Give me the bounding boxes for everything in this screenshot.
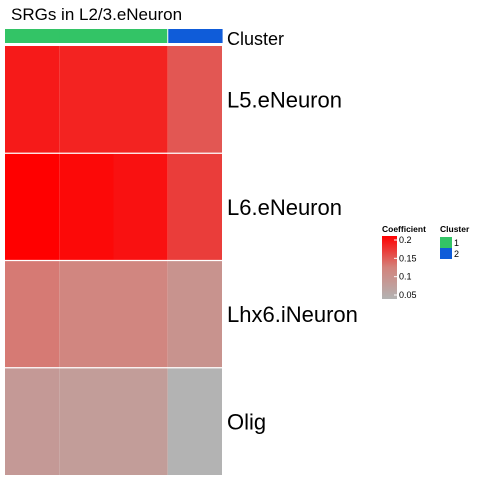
heatmap-cell (5, 367, 60, 475)
cluster-legend-swatch (440, 237, 452, 248)
heatmap-cell (113, 46, 168, 154)
coefficient-tick-label: 0.15 (399, 253, 417, 263)
row-label: Lhx6.iNeuron (227, 302, 358, 327)
chart-title: SRGs in L2/3.eNeuron (11, 5, 182, 24)
cluster-legend-label: 1 (454, 238, 459, 248)
heatmap-cell (5, 46, 60, 154)
cluster-annotation-cell (5, 29, 60, 43)
cluster-legend-title: Cluster (440, 224, 470, 234)
coefficient-tick-label: 0.1 (399, 272, 412, 282)
cluster-annotation-cell (167, 29, 223, 43)
cluster-legend-swatch (440, 248, 452, 259)
heatmap-cell (167, 367, 222, 475)
cluster-annotation-cell (59, 29, 115, 43)
row-label: L5.eNeuron (227, 88, 342, 113)
heatmap-cell (167, 46, 222, 154)
coefficient-tick-label: 0.2 (399, 235, 412, 245)
heatmap-cell (113, 153, 168, 261)
cluster-legend-entries: 12 (440, 237, 459, 259)
coefficient-legend: Coefficient 0.2 0.15 0.1 0.05 (382, 224, 426, 300)
heatmap-cell (113, 367, 168, 475)
heatmap-cell (167, 153, 222, 261)
heatmap-cell (5, 260, 60, 368)
heatmap-cell (5, 153, 60, 261)
heatmap-cells (5, 29, 222, 475)
row-labels: L5.eNeuron L6.eNeuron Lhx6.iNeuron Olig (227, 88, 358, 435)
heatmap-cell (113, 260, 168, 368)
row-label: L6.eNeuron (227, 195, 342, 220)
heatmap-cell (59, 153, 114, 261)
row-label: Olig (227, 409, 266, 434)
coefficient-ticks: 0.2 0.15 0.1 0.05 (394, 235, 417, 300)
coefficient-color-bar (382, 236, 397, 299)
coefficient-tick-label: 0.05 (399, 290, 417, 300)
cluster-legend-label: 2 (454, 249, 459, 259)
cluster-annotation-bar (5, 29, 223, 43)
heatmap-cell (59, 46, 114, 154)
cluster-legend: Cluster 12 (440, 224, 470, 259)
cluster-annotation-cell (113, 29, 169, 43)
coefficient-legend-title: Coefficient (382, 224, 426, 234)
heatmap-cell (59, 260, 114, 368)
heatmap-cell (59, 367, 114, 475)
heatmap-cell (167, 260, 222, 368)
cluster-annotation-label: Cluster (227, 29, 284, 49)
